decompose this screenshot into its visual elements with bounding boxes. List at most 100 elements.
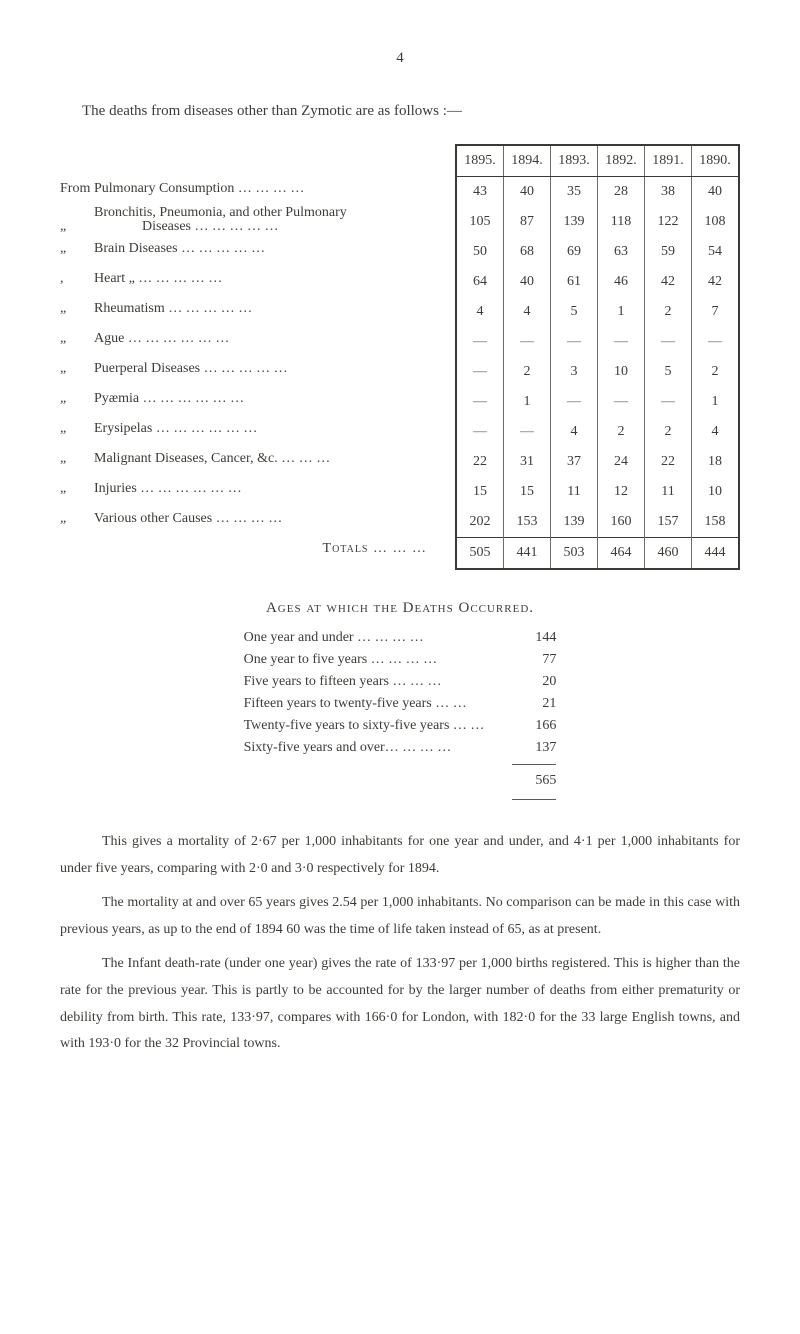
row-label-prefix: , xyxy=(60,264,94,294)
data-cell: 5 xyxy=(551,297,598,327)
row-label-text: Injuries … … … … … … xyxy=(94,474,242,504)
totals-cell: 464 xyxy=(598,538,645,570)
data-cell: 2 xyxy=(692,357,740,387)
data-cell: 1 xyxy=(504,387,551,417)
year-header: 1892. xyxy=(598,145,645,177)
data-cell: 4 xyxy=(692,417,740,447)
data-row: —————— xyxy=(456,327,739,357)
row-label-prefix: „ xyxy=(60,414,94,444)
data-cell: 202 xyxy=(456,507,504,538)
lead-sentence: The deaths from diseases other than Zymo… xyxy=(82,103,740,120)
body-paragraph: The mortality at and over 65 years gives… xyxy=(60,890,740,943)
ages-row: One year to five years … … … …77 xyxy=(238,649,563,671)
data-cell: 105 xyxy=(456,207,504,237)
row-label: „Bronchitis, Pneumonia, and other Pulmon… xyxy=(60,204,447,234)
data-cell: 1 xyxy=(598,297,645,327)
data-cell: 42 xyxy=(692,267,740,297)
data-cell: 2 xyxy=(645,297,692,327)
data-row: 202153139160157158 xyxy=(456,507,739,538)
ages-label: Twenty-five years to sixty-five years … … xyxy=(238,715,491,737)
ages-value: 166 xyxy=(490,715,562,737)
data-cell: 43 xyxy=(456,177,504,208)
ages-total-row: 565 xyxy=(238,770,563,792)
data-row: 151511121110 xyxy=(456,477,739,507)
ages-row: Sixty-five years and over… … … …137 xyxy=(238,737,563,759)
row-label-text: Ague … … … … … … xyxy=(94,324,229,354)
totals-cell: 503 xyxy=(551,538,598,570)
row-label-prefix: „ xyxy=(60,324,94,354)
data-cell: — xyxy=(645,327,692,357)
totals-label: Totals … … … xyxy=(60,534,447,564)
data-row: —231052 xyxy=(456,357,739,387)
data-cell: 54 xyxy=(692,237,740,267)
data-cell: 139 xyxy=(551,507,598,538)
data-cell: — xyxy=(456,387,504,417)
row-label: „Puerperal Diseases … … … … … xyxy=(60,354,447,384)
year-header: 1890. xyxy=(692,145,740,177)
data-cell: 31 xyxy=(504,447,551,477)
data-row: 445127 xyxy=(456,297,739,327)
row-label: „Various other Causes … … … … xyxy=(60,504,447,534)
row-label-prefix: „ xyxy=(60,474,94,504)
data-cell: 4 xyxy=(551,417,598,447)
data-cell: — xyxy=(456,417,504,447)
data-cell: 87 xyxy=(504,207,551,237)
ages-label: Fifteen years to twenty-five years … … xyxy=(238,693,491,715)
row-label-prefix: „ xyxy=(60,220,94,234)
row-label: „Erysipelas … … … … … … xyxy=(60,414,447,444)
row-label-prefix: „ xyxy=(60,294,94,324)
data-cell: 7 xyxy=(692,297,740,327)
ages-row: Twenty-five years to sixty-five years … … xyxy=(238,715,563,737)
row-label-text: Erysipelas … … … … … … xyxy=(94,414,257,444)
row-label-text: Brain Diseases … … … … … xyxy=(94,234,265,264)
data-cell: 2 xyxy=(504,357,551,387)
row-labels-column: FromPulmonary Consumption … … … …„Bronch… xyxy=(60,144,455,570)
data-cell: 59 xyxy=(645,237,692,267)
year-header: 1895. xyxy=(456,145,504,177)
row-labels-header-spacer xyxy=(60,144,447,174)
ages-total-rule-row xyxy=(238,759,563,770)
data-cell: — xyxy=(692,327,740,357)
ages-value: 20 xyxy=(490,671,562,693)
data-cell: 5 xyxy=(645,357,692,387)
data-cell: 64 xyxy=(456,267,504,297)
year-header: 1891. xyxy=(645,145,692,177)
ages-value: 77 xyxy=(490,649,562,671)
body-paragraph: This gives a mortality of 2·67 per 1,000… xyxy=(60,829,740,882)
data-cell: 157 xyxy=(645,507,692,538)
data-cell: 108 xyxy=(692,207,740,237)
data-cell: 40 xyxy=(504,177,551,208)
data-cell: 15 xyxy=(456,477,504,507)
data-cell: 15 xyxy=(504,477,551,507)
data-cell: 160 xyxy=(598,507,645,538)
deaths-table-block: FromPulmonary Consumption … … … …„Bronch… xyxy=(60,144,740,570)
row-label: „Brain Diseases … … … … … xyxy=(60,234,447,264)
row-label-text: Rheumatism … … … … … xyxy=(94,294,252,324)
ages-table: One year and under … … … …144One year to… xyxy=(238,627,563,805)
row-label-prefix: From xyxy=(60,174,94,204)
data-cell: 28 xyxy=(598,177,645,208)
deaths-data-table: 1895.1894.1893.1892.1891.1890. 434035283… xyxy=(455,144,740,570)
row-label-prefix: „ xyxy=(60,384,94,414)
row-label-text: Malignant Diseases, Cancer, &c. … … … xyxy=(94,444,330,474)
ages-row: Fifteen years to twenty-five years … …21 xyxy=(238,693,563,715)
totals-cell: 444 xyxy=(692,538,740,570)
row-label: „Malignant Diseases, Cancer, &c. … … … xyxy=(60,444,447,474)
data-cell: 69 xyxy=(551,237,598,267)
ages-value: 137 xyxy=(490,737,562,759)
data-cell: 11 xyxy=(551,477,598,507)
row-label-text: Various other Causes … … … … xyxy=(94,504,282,534)
data-cell: 139 xyxy=(551,207,598,237)
data-cell: 12 xyxy=(598,477,645,507)
data-row: 10587139118122108 xyxy=(456,207,739,237)
data-cell: 38 xyxy=(645,177,692,208)
body-paragraph: The Infant death-rate (under one year) g… xyxy=(60,951,740,1057)
row-label: ,Heart „ … … … … … xyxy=(60,264,447,294)
data-row: 644061464242 xyxy=(456,267,739,297)
data-cell: — xyxy=(598,327,645,357)
ages-total-value: 565 xyxy=(490,770,562,792)
data-cell: — xyxy=(598,387,645,417)
row-label: „Injuries … … … … … … xyxy=(60,474,447,504)
totals-cell: 460 xyxy=(645,538,692,570)
data-cell: 22 xyxy=(456,447,504,477)
